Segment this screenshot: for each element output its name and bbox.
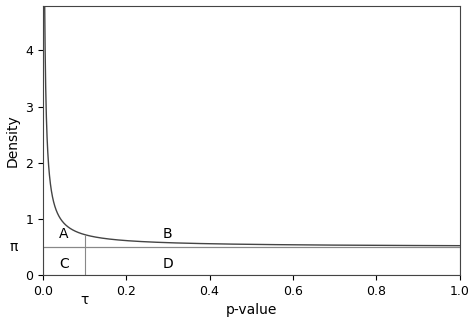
Bar (43, 247, 459, 275)
Text: D: D (162, 257, 173, 271)
Text: π: π (10, 240, 18, 254)
Text: C: C (59, 257, 68, 271)
Text: A: A (59, 227, 68, 241)
Text: B: B (163, 227, 172, 241)
Text: τ: τ (80, 293, 89, 307)
Y-axis label: Density: Density (6, 114, 19, 167)
X-axis label: p-value: p-value (226, 303, 277, 318)
